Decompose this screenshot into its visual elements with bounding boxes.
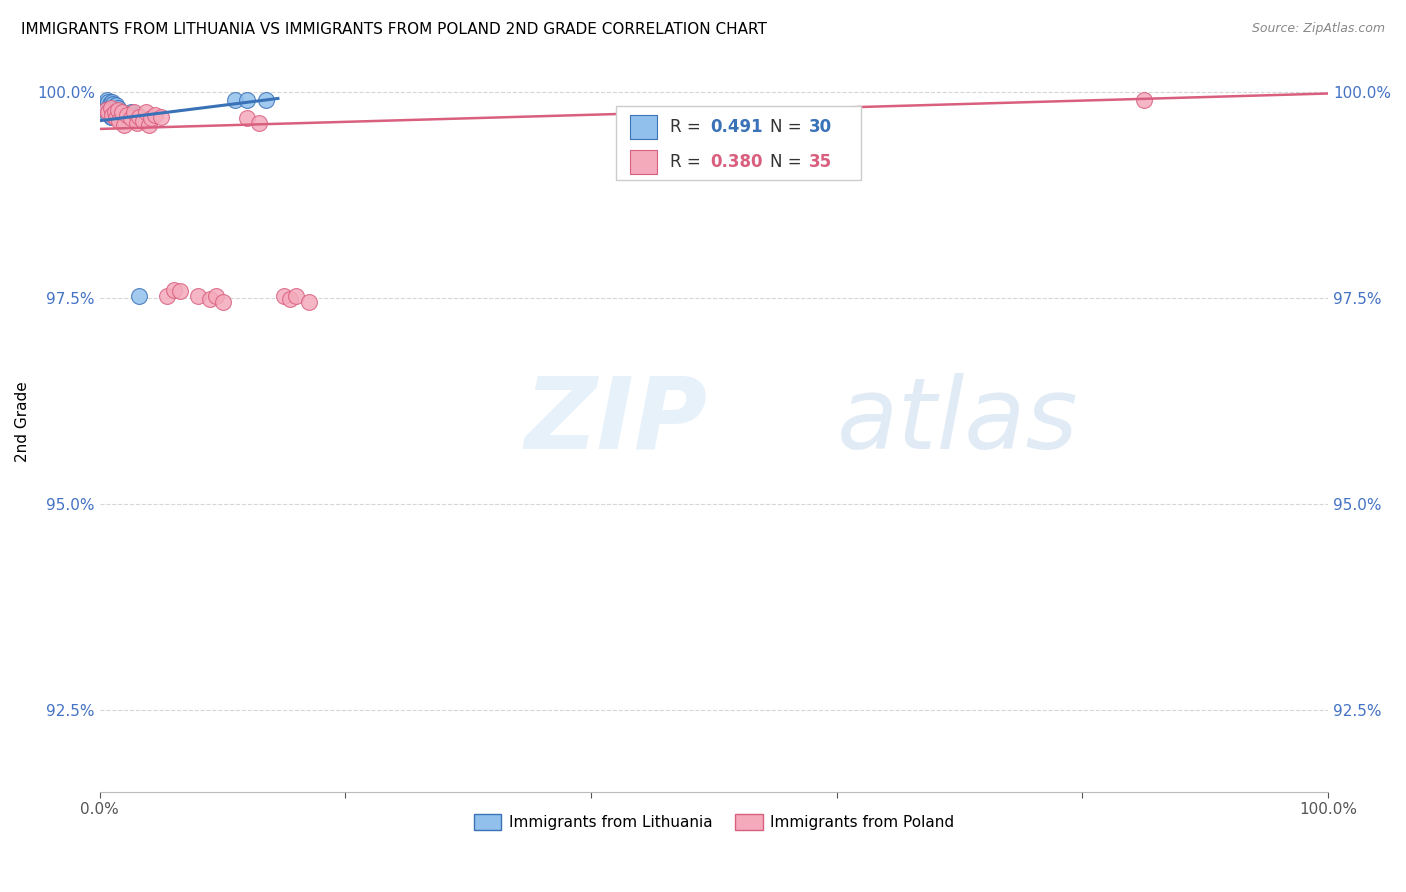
Point	[111, 105, 134, 120]
Point	[205, 289, 228, 303]
Point	[103, 108, 125, 122]
Point	[298, 294, 321, 309]
Point	[236, 93, 259, 107]
Point	[101, 110, 124, 124]
Point	[143, 108, 166, 122]
Point	[111, 105, 134, 120]
Point	[108, 104, 131, 119]
Point	[141, 112, 163, 126]
Point	[104, 107, 127, 121]
Text: R =: R =	[669, 118, 706, 136]
Bar	[616, 106, 862, 180]
Point	[108, 113, 131, 128]
Text: N =: N =	[770, 153, 807, 171]
Text: 30: 30	[808, 118, 832, 136]
Point	[101, 95, 124, 109]
Point	[104, 98, 127, 112]
Point	[138, 118, 160, 132]
Text: atlas: atlas	[837, 373, 1078, 470]
Bar	[630, 150, 658, 174]
Point	[122, 105, 145, 120]
Point	[115, 108, 138, 122]
Y-axis label: 2nd Grade: 2nd Grade	[15, 381, 30, 462]
Point	[128, 110, 150, 124]
Point	[100, 101, 122, 115]
Point	[103, 105, 125, 120]
Point	[112, 118, 135, 132]
Point	[285, 289, 308, 303]
Point	[104, 112, 127, 126]
Point	[236, 112, 259, 126]
Bar	[630, 115, 658, 139]
Point	[101, 108, 124, 122]
Point	[101, 102, 124, 116]
Point	[97, 105, 120, 120]
Point	[97, 103, 120, 117]
Point	[156, 289, 179, 303]
Point	[162, 283, 184, 297]
Point	[94, 105, 117, 120]
Point	[107, 101, 129, 115]
Point	[97, 95, 120, 109]
Point	[187, 289, 209, 303]
Point	[1133, 93, 1156, 107]
Point	[96, 101, 118, 115]
Point	[105, 103, 128, 117]
Point	[103, 99, 125, 113]
Point	[125, 108, 148, 122]
Point	[96, 93, 118, 107]
Point	[100, 100, 122, 114]
Point	[169, 284, 191, 298]
Point	[200, 293, 222, 307]
Point	[94, 97, 117, 112]
Point	[273, 289, 295, 303]
Point	[249, 116, 271, 130]
Text: 0.491: 0.491	[710, 118, 763, 136]
Point	[98, 105, 121, 120]
Point	[278, 293, 301, 307]
Text: Source: ZipAtlas.com: Source: ZipAtlas.com	[1251, 22, 1385, 36]
Point	[125, 116, 148, 130]
Point	[211, 294, 233, 309]
Text: R =: R =	[669, 153, 706, 171]
Text: 35: 35	[808, 153, 832, 171]
Point	[254, 93, 277, 107]
Point	[135, 105, 157, 120]
Text: N =: N =	[770, 118, 807, 136]
Point	[120, 112, 142, 126]
Point	[100, 110, 122, 124]
Point	[112, 109, 135, 123]
Point	[103, 97, 125, 112]
Point	[224, 93, 246, 107]
Text: 0.380: 0.380	[710, 153, 763, 171]
Text: IMMIGRANTS FROM LITHUANIA VS IMMIGRANTS FROM POLAND 2ND GRADE CORRELATION CHART: IMMIGRANTS FROM LITHUANIA VS IMMIGRANTS …	[21, 22, 766, 37]
Point	[94, 103, 117, 117]
Point	[107, 103, 129, 117]
Legend: Immigrants from Lithuania, Immigrants from Poland: Immigrants from Lithuania, Immigrants fr…	[467, 808, 960, 836]
Point	[103, 105, 125, 120]
Point	[150, 110, 173, 124]
Point	[98, 97, 121, 112]
Point	[128, 289, 150, 303]
Point	[132, 113, 155, 128]
Text: ZIP: ZIP	[524, 373, 707, 470]
Point	[120, 105, 142, 120]
